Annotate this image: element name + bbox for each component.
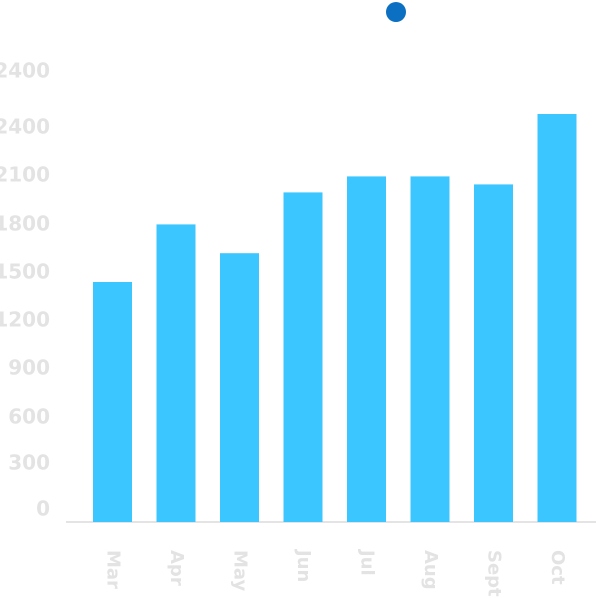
x-tick-label: May: [230, 550, 251, 592]
x-tick-label: Aug: [420, 550, 441, 590]
y-tick-label: 600: [8, 405, 50, 429]
y-tick-label: 2100: [0, 163, 50, 187]
bar-sept[interactable]: [474, 184, 513, 522]
y-tick-label: 1500: [0, 260, 50, 284]
y-axis-ticks: 0 300 600 900 1200 1500 1800 2100 2400 2400: [0, 59, 50, 521]
y-tick-label: 900: [8, 356, 50, 380]
x-tick-label: Mar: [103, 550, 124, 589]
y-tick-label: 2400: [0, 115, 50, 139]
bar-jul[interactable]: [347, 176, 386, 522]
x-tick-label: Oct: [547, 550, 568, 585]
x-tick-label: Jul: [357, 548, 378, 576]
y-tick-label: 0: [36, 497, 50, 521]
y-tick-label: 300: [8, 451, 50, 475]
bar-jun[interactable]: [283, 192, 323, 522]
x-tick-label: Sept: [484, 550, 505, 597]
legend-marker[interactable]: [386, 2, 406, 22]
x-tick-label: Apr: [166, 550, 187, 586]
bar-mar[interactable]: [93, 282, 132, 522]
bar-aug[interactable]: [410, 176, 450, 522]
x-axis-ticks: Mar Apr May Jun Jul Aug Sept Oct: [103, 548, 569, 597]
y-tick-label: 2400: [0, 59, 50, 83]
bar-apr[interactable]: [156, 224, 196, 522]
bars: [93, 114, 577, 522]
y-tick-label: 1800: [0, 212, 50, 236]
bar-may[interactable]: [220, 253, 259, 522]
bar-oct[interactable]: [537, 114, 577, 522]
y-tick-label: 1200: [0, 308, 50, 332]
x-tick-label: Jun: [293, 548, 314, 582]
